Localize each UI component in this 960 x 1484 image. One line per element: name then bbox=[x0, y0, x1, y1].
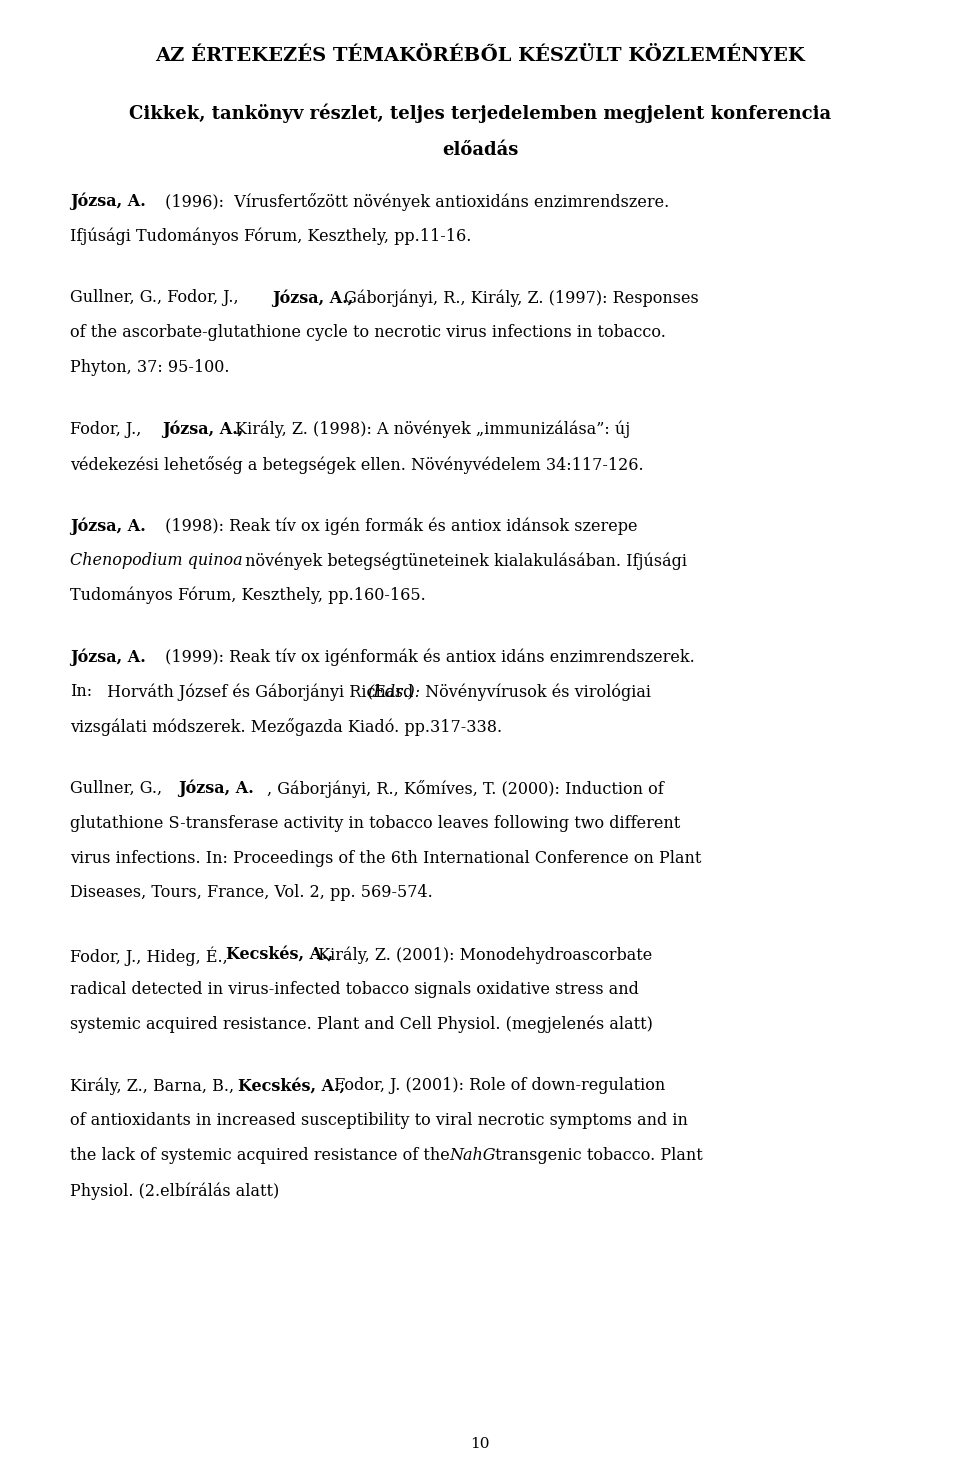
Text: 10: 10 bbox=[470, 1438, 490, 1451]
Text: Phyton, 37: 95-100.: Phyton, 37: 95-100. bbox=[70, 359, 229, 375]
Text: Tudományos Fórum, Keszthely, pp.160-165.: Tudományos Fórum, Keszthely, pp.160-165. bbox=[70, 586, 426, 604]
Text: Fodor, J.,: Fodor, J., bbox=[70, 420, 147, 438]
Text: Király, Z. (1998): A növények „immunizálása”: új: Király, Z. (1998): A növények „immunizál… bbox=[230, 420, 631, 438]
Text: Józsa, A.: Józsa, A. bbox=[70, 516, 146, 534]
Text: (1996):  Vírusfertőzött növények antioxidáns enzimrendszere.: (1996): Vírusfertőzött növények antioxid… bbox=[160, 193, 669, 211]
Text: transgenic tobacco. Plant: transgenic tobacco. Plant bbox=[490, 1147, 703, 1163]
Text: glutathione S-transferase activity in tobacco leaves following two different: glutathione S-transferase activity in to… bbox=[70, 815, 681, 831]
Text: Gullner, G.,: Gullner, G., bbox=[70, 779, 167, 797]
Text: radical detected in virus-infected tobacco signals oxidative stress and: radical detected in virus-infected tobac… bbox=[70, 981, 639, 997]
Text: NahG: NahG bbox=[449, 1147, 495, 1163]
Text: of antioxidants in increased susceptibility to viral necrotic symptoms and in: of antioxidants in increased susceptibil… bbox=[70, 1112, 688, 1129]
Text: , Gáborjányi, R., Kőmíves, T. (2000): Induction of: , Gáborjányi, R., Kőmíves, T. (2000): In… bbox=[267, 779, 663, 798]
Text: systemic acquired resistance. Plant and Cell Physiol. (megjelenés alatt): systemic acquired resistance. Plant and … bbox=[70, 1015, 653, 1033]
Text: (Eds.):: (Eds.): bbox=[368, 683, 420, 700]
Text: Király, Z. (2001): Monodehydroascorbate: Király, Z. (2001): Monodehydroascorbate bbox=[313, 945, 652, 963]
Text: Növényvírusok és virológiai: Növényvírusok és virológiai bbox=[420, 683, 652, 700]
Text: Ifjúsági Tudományos Fórum, Keszthely, pp.11-16.: Ifjúsági Tudományos Fórum, Keszthely, pp… bbox=[70, 227, 471, 245]
Text: Fodor, J. (2001): Role of down-regulation: Fodor, J. (2001): Role of down-regulatio… bbox=[329, 1077, 665, 1094]
Text: előadás: előadás bbox=[442, 141, 518, 159]
Text: Fodor, J., Hideg, É.,: Fodor, J., Hideg, É., bbox=[70, 945, 233, 966]
Text: (1999): Reak tív ox igénformák és antiox idáns enzimrendszerek.: (1999): Reak tív ox igénformák és antiox… bbox=[160, 649, 695, 666]
Text: Gullner, G., Fodor, J.,: Gullner, G., Fodor, J., bbox=[70, 289, 244, 306]
Text: Józsa, A.: Józsa, A. bbox=[70, 193, 146, 211]
Text: Király, Z., Barna, B.,: Király, Z., Barna, B., bbox=[70, 1077, 239, 1095]
Text: Gáborjányi, R., Király, Z. (1997): Responses: Gáborjányi, R., Király, Z. (1997): Respo… bbox=[339, 289, 699, 307]
Text: vizsgálati módszerek. Mezőgazda Kiadó. pp.317-338.: vizsgálati módszerek. Mezőgazda Kiadó. p… bbox=[70, 718, 502, 736]
Text: Józsa, A.: Józsa, A. bbox=[70, 649, 146, 666]
Text: Józsa, A.,: Józsa, A., bbox=[272, 289, 353, 307]
Text: of the ascorbate-glutathione cycle to necrotic virus infections in tobacco.: of the ascorbate-glutathione cycle to ne… bbox=[70, 324, 666, 341]
Text: Kecskés, A.,: Kecskés, A., bbox=[238, 1077, 346, 1094]
Text: Józsa, A.,: Józsa, A., bbox=[162, 420, 244, 438]
Text: Physiol. (2.elbírálás alatt): Physiol. (2.elbírálás alatt) bbox=[70, 1181, 279, 1199]
Text: Cikkek, tankönyv részlet, teljes terjedelemben megjelent konferencia: Cikkek, tankönyv részlet, teljes terjede… bbox=[129, 104, 831, 123]
Text: Józsa, A.: Józsa, A. bbox=[179, 779, 254, 797]
Text: In:: In: bbox=[70, 683, 92, 700]
Text: virus infections. In: Proceedings of the 6th International Conference on Plant: virus infections. In: Proceedings of the… bbox=[70, 849, 702, 867]
Text: Chenopodium quinoa: Chenopodium quinoa bbox=[70, 552, 243, 568]
Text: (1998): Reak tív ox igén formák és antiox idánsok szerepe: (1998): Reak tív ox igén formák és antio… bbox=[160, 516, 637, 534]
Text: védekezési lehetőség a betegségek ellen. Növényvédelem 34:117-126.: védekezési lehetőség a betegségek ellen.… bbox=[70, 456, 644, 473]
Text: Horváth József és Gáborjányi Richard: Horváth József és Gáborjányi Richard bbox=[102, 683, 419, 700]
Text: Diseases, Tours, France, Vol. 2, pp. 569-574.: Diseases, Tours, France, Vol. 2, pp. 569… bbox=[70, 884, 433, 901]
Text: növények betegségtüneteinek kialakulásában. Ifjúsági: növények betegségtüneteinek kialakulásáb… bbox=[240, 552, 687, 570]
Text: AZ ÉRTEKEZÉS TÉMAKÖRÉBŐL KÉSZÜLT KÖZLEMÉNYEK: AZ ÉRTEKEZÉS TÉMAKÖRÉBŐL KÉSZÜLT KÖZLEMÉ… bbox=[156, 47, 804, 65]
Text: the lack of systemic acquired resistance of the: the lack of systemic acquired resistance… bbox=[70, 1147, 455, 1163]
Text: Kecskés, A.,: Kecskés, A., bbox=[226, 945, 333, 963]
